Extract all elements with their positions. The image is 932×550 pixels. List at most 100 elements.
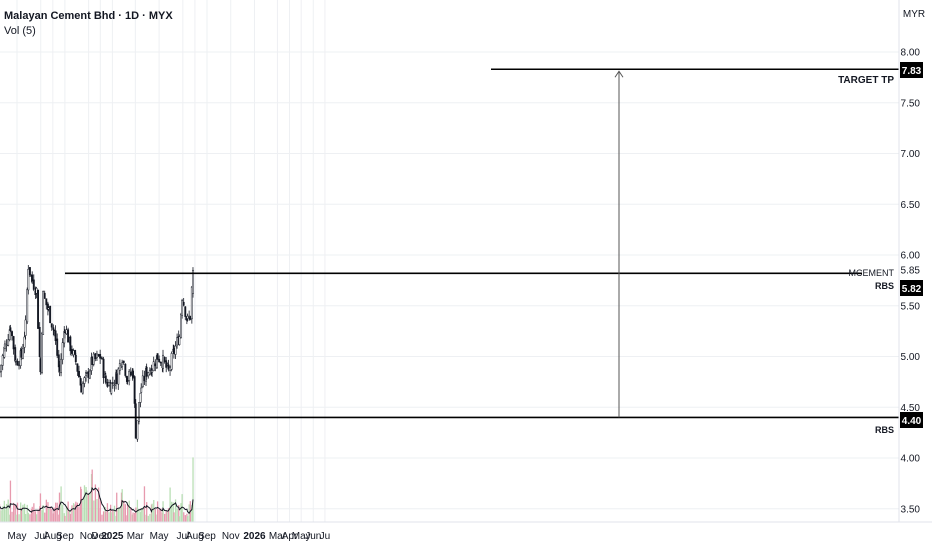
candle xyxy=(7,333,10,347)
candle xyxy=(45,298,48,310)
volume-indicator-label[interactable]: Vol (5) xyxy=(4,25,36,37)
currency-label[interactable]: MYR xyxy=(902,9,926,20)
candle xyxy=(145,363,148,381)
time-tick-label: Aug xyxy=(44,531,62,542)
candle xyxy=(176,333,179,349)
svg-text:7.83: 7.83 xyxy=(902,66,922,77)
price-tick-label: 5.50 xyxy=(901,301,921,312)
price-tick-label: 6.50 xyxy=(901,200,921,211)
volume-bar xyxy=(85,487,87,522)
candle xyxy=(106,378,109,388)
time-tick-label: Sep xyxy=(56,531,74,542)
symbol-title[interactable]: Malayan Cement Bhd · 1D · MYX xyxy=(4,10,173,22)
volume-bar xyxy=(151,503,153,522)
volume-bar xyxy=(45,499,47,522)
price-tick-label: 8.00 xyxy=(901,48,921,59)
volume-bar xyxy=(117,508,119,522)
candle xyxy=(159,361,162,366)
candle xyxy=(133,375,136,408)
volume-bar xyxy=(113,505,116,522)
candle xyxy=(108,379,110,387)
volume-bar xyxy=(165,510,167,522)
volume-bar xyxy=(149,513,151,522)
volume-bar xyxy=(56,502,58,522)
volume-bar xyxy=(176,508,178,522)
volume-bar xyxy=(131,514,134,522)
volume-bar xyxy=(145,514,147,522)
volume-bar xyxy=(94,484,97,522)
volume-bar xyxy=(156,514,158,522)
volume-bar xyxy=(80,489,82,522)
time-tick-label: May xyxy=(8,531,27,542)
candle xyxy=(67,327,70,343)
volume-bar xyxy=(69,511,71,522)
volume-bar xyxy=(105,511,107,522)
volume-bar xyxy=(142,507,144,522)
volume-bar xyxy=(79,486,82,522)
volume-bar xyxy=(161,512,164,522)
candle xyxy=(24,315,27,340)
candle xyxy=(41,331,43,375)
volume-bar xyxy=(126,504,129,522)
volume-bar xyxy=(11,511,13,522)
volume-bar xyxy=(51,508,53,522)
volume-bar xyxy=(58,514,60,522)
volume-ma-line xyxy=(0,487,194,515)
candle xyxy=(38,322,41,358)
volume-bar xyxy=(132,512,134,522)
volume-bar xyxy=(64,515,66,522)
time-tick-label: 2026 xyxy=(243,531,266,542)
volume-bar xyxy=(20,502,22,522)
candle xyxy=(70,345,73,356)
candle xyxy=(28,267,31,277)
volume-bar xyxy=(154,508,157,522)
volume-bar xyxy=(49,506,51,522)
candle xyxy=(113,379,116,392)
volume-bar xyxy=(63,513,65,522)
volume-bar xyxy=(174,499,177,522)
time-tick-label: Mar xyxy=(127,531,145,542)
candle xyxy=(124,363,127,378)
candle xyxy=(151,368,154,377)
volume-bar xyxy=(39,506,41,522)
candle xyxy=(117,367,120,390)
target-label: TARGET TP xyxy=(838,75,894,86)
candle xyxy=(35,286,38,299)
time-scale[interactable] xyxy=(0,522,932,550)
volume-bar xyxy=(54,502,57,522)
candle xyxy=(100,356,103,360)
volume-bar xyxy=(74,504,76,522)
volume-bar xyxy=(52,513,55,522)
candle xyxy=(182,298,185,307)
volume-bar xyxy=(12,502,15,522)
volume-bar xyxy=(123,500,125,522)
volume-bar xyxy=(139,512,142,522)
candle xyxy=(1,353,4,371)
candle xyxy=(128,369,131,386)
volume-bar xyxy=(116,492,118,522)
volume-bar xyxy=(138,509,140,522)
volume-bar xyxy=(5,503,8,522)
volume-bar xyxy=(147,515,149,522)
candle xyxy=(136,420,139,442)
volume-bar xyxy=(2,506,4,522)
volume-bar xyxy=(186,513,188,522)
volume-bar xyxy=(20,508,22,522)
price-scale-ticks: 3.50 4.00 4.50 5.00 5.50 5.85 6.00 6.50 7.00 7.50… xyxy=(901,48,921,516)
volume-bar xyxy=(23,503,26,522)
candle xyxy=(76,363,79,376)
price-scale[interactable] xyxy=(899,0,932,522)
candle xyxy=(60,353,62,377)
time-tick-label: Dec xyxy=(91,531,109,542)
support-price-badge: 4.40 xyxy=(900,412,923,428)
volume-bar xyxy=(130,507,132,522)
candle xyxy=(49,305,52,324)
volume-bar xyxy=(75,501,77,522)
volume-bar xyxy=(33,503,35,522)
candle xyxy=(152,356,155,372)
time-tick-label: Nov xyxy=(80,531,98,542)
volume-bar xyxy=(29,514,31,522)
volume-bar xyxy=(71,505,73,522)
